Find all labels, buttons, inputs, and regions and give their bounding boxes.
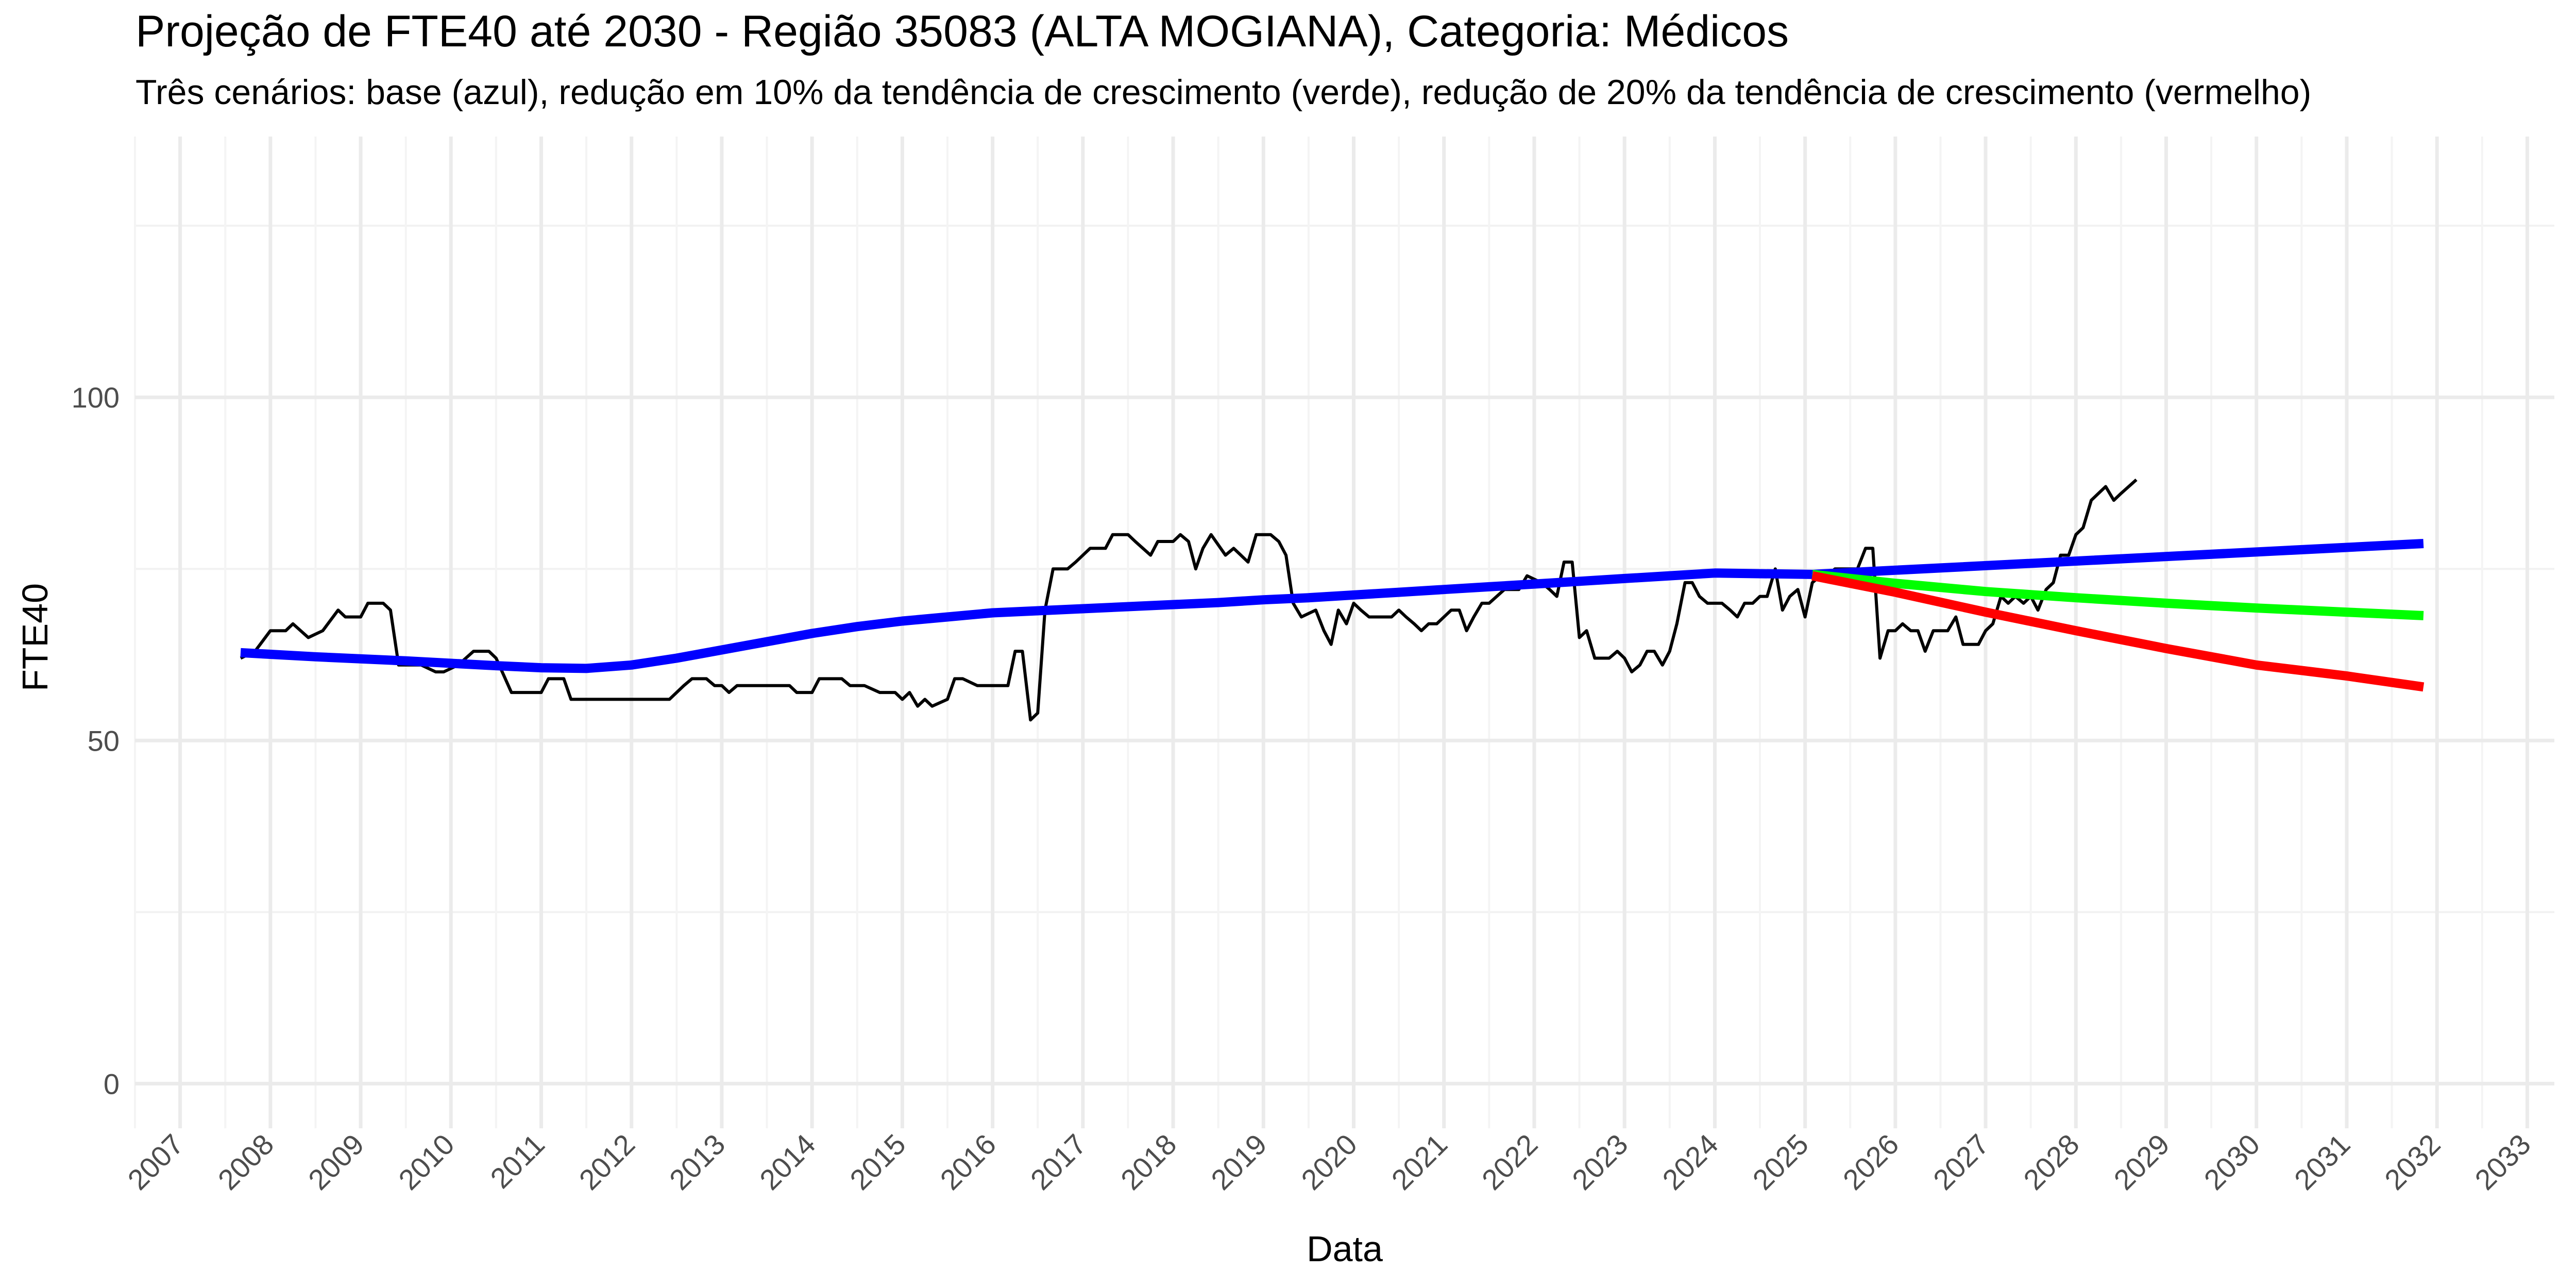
x-tick-label: 2018 xyxy=(1114,1128,1183,1196)
x-tick-label: 2029 xyxy=(2107,1128,2176,1196)
y-tick-label: 0 xyxy=(104,1067,120,1100)
x-tick-label: 2015 xyxy=(843,1128,912,1196)
x-tick-label: 2014 xyxy=(753,1128,822,1196)
x-tick-label: 2008 xyxy=(212,1128,280,1196)
minor-gridlines xyxy=(134,137,2554,1128)
series-line-1 xyxy=(240,539,2424,673)
series-line-3 xyxy=(1811,571,2425,692)
x-tick-label: 2016 xyxy=(934,1128,1002,1196)
x-tick-label: 2033 xyxy=(2468,1128,2537,1196)
x-tick-label: 2027 xyxy=(1927,1128,1995,1196)
x-tick-label: 2012 xyxy=(573,1128,641,1196)
x-tick-label: 2028 xyxy=(2017,1128,2086,1196)
x-tick-label: 2011 xyxy=(484,1128,551,1195)
chart-title: Projeção de FTE40 até 2030 - Região 3508… xyxy=(135,7,1789,56)
x-tick-label: 2021 xyxy=(1385,1128,1454,1196)
x-axis-ticks: 2007 2008 2009 2010 2011 2012 2013 2014 2015 2016… xyxy=(121,1128,2536,1196)
x-tick-label: 2022 xyxy=(1476,1128,1544,1196)
x-tick-label: 2013 xyxy=(663,1128,732,1196)
series-layer xyxy=(240,478,2425,722)
x-tick-label: 2030 xyxy=(2198,1128,2266,1196)
x-tick-label: 2024 xyxy=(1656,1128,1724,1196)
y-axis-label: FTE40 xyxy=(15,583,55,691)
y-tick-label: 50 xyxy=(88,724,120,757)
x-tick-label: 2007 xyxy=(121,1128,190,1196)
x-tick-label: 2017 xyxy=(1024,1128,1093,1196)
x-tick-label: 2025 xyxy=(1746,1128,1815,1196)
x-tick-label: 2032 xyxy=(2378,1128,2447,1196)
chart-subtitle: Três cenários: base (azul), redução em 1… xyxy=(135,73,2312,112)
major-gridlines xyxy=(135,137,2554,1128)
x-tick-label: 2031 xyxy=(2288,1128,2357,1196)
x-tick-label: 2019 xyxy=(1205,1128,1273,1196)
series-line-0 xyxy=(240,478,2138,722)
x-tick-label: 2009 xyxy=(302,1128,370,1196)
y-axis-ticks: 0 50 100 xyxy=(72,381,120,1100)
x-tick-label: 2023 xyxy=(1566,1128,1634,1196)
series-line-2 xyxy=(1811,569,2424,620)
x-tick-label: 2020 xyxy=(1295,1128,1363,1196)
x-axis-label: Data xyxy=(1307,1229,1383,1269)
x-tick-label: 2010 xyxy=(392,1128,461,1196)
x-tick-label: 2026 xyxy=(1837,1128,1905,1196)
y-tick-label: 100 xyxy=(72,381,120,414)
